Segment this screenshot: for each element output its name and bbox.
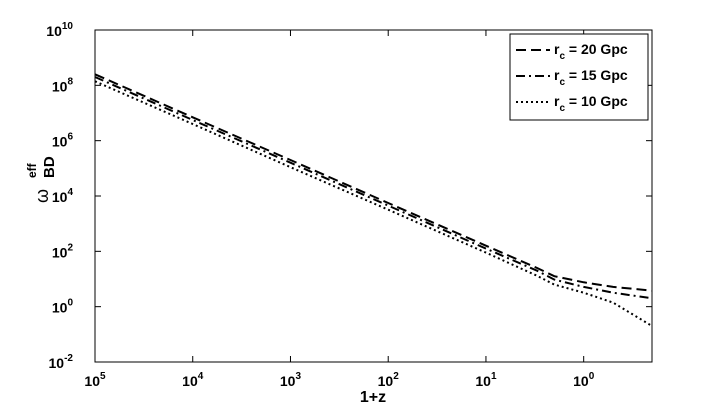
y-tick-label: 104	[52, 187, 74, 205]
x-tick-label: 105	[84, 371, 106, 389]
legend-label: rc = 15 Gpc	[554, 67, 628, 88]
series-line	[94, 76, 653, 300]
x-tick-label: 101	[475, 371, 497, 389]
y-label-symbol: ω	[32, 189, 52, 203]
y-tick-label: 102	[52, 242, 74, 260]
y-tick-label: 106	[52, 132, 74, 150]
x-axis-label: 1+z	[360, 389, 386, 406]
x-tick-label: 103	[280, 371, 302, 389]
legend-label: rc = 20 Gpc	[554, 41, 628, 62]
series-line	[94, 73, 653, 292]
y-tick-label: 10-2	[49, 353, 74, 371]
y-tick-label: 100	[52, 298, 74, 316]
y-label-subscript: BD	[41, 156, 58, 178]
y-label-superscript: eff	[25, 162, 39, 178]
x-tick-label: 100	[573, 371, 595, 389]
x-tick-label: 102	[378, 371, 400, 389]
legend-label: rc = 10 Gpc	[554, 93, 628, 114]
legend-box	[509, 33, 649, 121]
y-axis-label: ω BD eff	[25, 156, 58, 203]
y-tick-label: 1010	[46, 21, 73, 39]
x-tick-label: 104	[182, 371, 204, 389]
series-line	[94, 80, 653, 327]
y-tick-label: 108	[52, 76, 74, 94]
